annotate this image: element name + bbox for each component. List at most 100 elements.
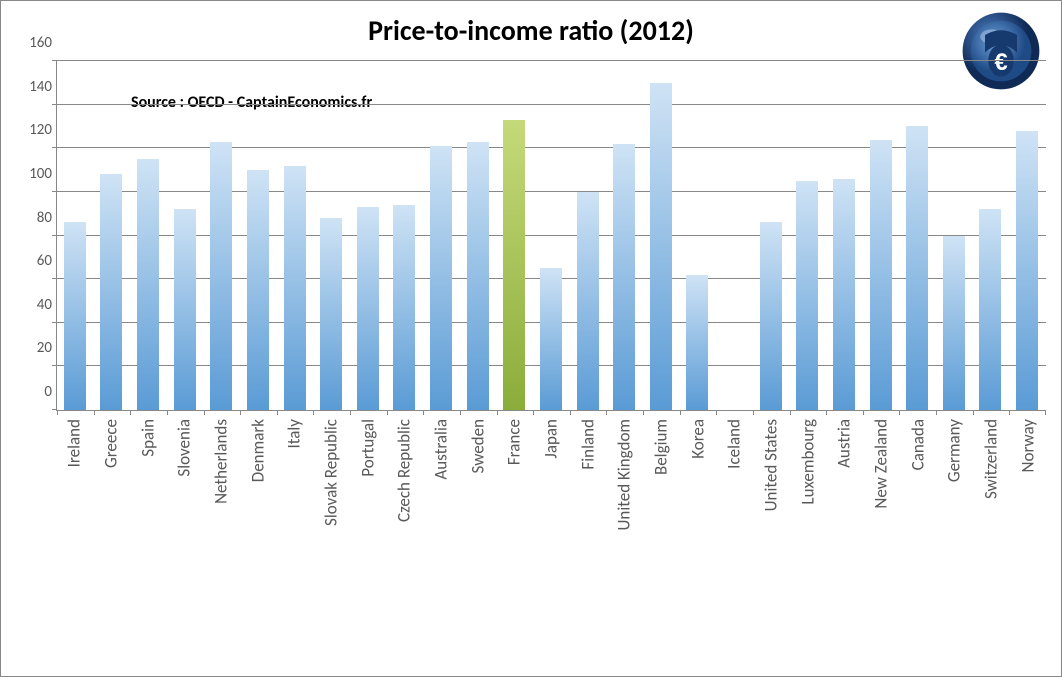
- bar: [870, 140, 892, 410]
- x-axis-label: Netherlands: [211, 419, 232, 504]
- x-label-slot: United States: [753, 411, 790, 651]
- bar: [284, 166, 306, 410]
- chart-title: Price-to-income ratio (2012): [1, 13, 1061, 48]
- bar-slot: [94, 61, 131, 410]
- bar-slot: [863, 61, 900, 410]
- bar: [906, 126, 928, 410]
- y-tick-label: 20: [17, 339, 52, 357]
- y-tick-label: 100: [17, 165, 52, 183]
- bar: [137, 159, 159, 410]
- x-label-slot: Sweden: [459, 411, 496, 651]
- bar-slot: [533, 61, 570, 410]
- x-label-slot: Slovak Republic: [313, 411, 350, 651]
- x-label-slot: Luxembourg: [789, 411, 826, 651]
- x-label-slot: Czech Republic: [386, 411, 423, 651]
- bar: [577, 192, 599, 410]
- bar: [357, 207, 379, 410]
- bar: [686, 275, 708, 410]
- x-label-slot: Portugal: [349, 411, 386, 651]
- x-axis-label: United Kingdom: [614, 419, 635, 530]
- bars-group: [57, 61, 1046, 410]
- x-label-slot: Slovenia: [166, 411, 203, 651]
- x-label-slot: Germany: [936, 411, 973, 651]
- x-label-slot: Korea: [679, 411, 716, 651]
- x-axis-label: Canada: [907, 419, 928, 470]
- x-axis-label: United States: [761, 419, 782, 511]
- bar: [467, 142, 489, 410]
- bar-slot: [313, 61, 350, 410]
- y-tick-label: 120: [17, 121, 52, 139]
- bar-slot: [277, 61, 314, 410]
- bar: [393, 205, 415, 410]
- x-label-slot: Spain: [129, 411, 166, 651]
- bar-slot: [167, 61, 204, 410]
- y-tick-label: 160: [17, 34, 52, 52]
- y-tick-label: 140: [17, 78, 52, 96]
- x-label-slot: Switzerland: [973, 411, 1010, 651]
- bar-slot: [826, 61, 863, 410]
- bar-slot: [899, 61, 936, 410]
- plot-area: 020406080100120140160: [56, 61, 1046, 411]
- bar-slot: [716, 61, 753, 410]
- bar: [174, 209, 196, 410]
- x-label-slot: Greece: [93, 411, 130, 651]
- x-label-slot: Austria: [826, 411, 863, 651]
- x-axis-label: Portugal: [357, 419, 378, 477]
- x-axis-label: Spain: [137, 419, 158, 457]
- x-label-slot: Italy: [276, 411, 313, 651]
- bar: [540, 268, 562, 410]
- x-label-slot: Denmark: [239, 411, 276, 651]
- x-axis-label: Italy: [284, 419, 305, 449]
- x-label-slot: Finland: [569, 411, 606, 651]
- bar: [1016, 131, 1038, 410]
- bar-slot: [1009, 61, 1046, 410]
- x-axis-label: Denmark: [247, 419, 268, 482]
- bar: [796, 181, 818, 410]
- x-axis-label: France: [504, 419, 525, 465]
- x-axis-label: Finland: [577, 419, 598, 470]
- y-tick-label: 40: [17, 296, 52, 314]
- x-label-slot: Ireland: [56, 411, 93, 651]
- bar-slot: [387, 61, 424, 410]
- x-label-slot: Iceland: [716, 411, 753, 651]
- x-label-slot: Canada: [899, 411, 936, 651]
- x-axis-label: Australia: [431, 419, 452, 480]
- bar: [979, 209, 1001, 410]
- x-label-slot: Norway: [1009, 411, 1046, 651]
- x-axis-label: Slovak Republic: [321, 419, 342, 526]
- bar-highlight: [503, 120, 525, 410]
- bar-slot: [753, 61, 790, 410]
- bar-slot: [57, 61, 94, 410]
- bar: [943, 236, 965, 411]
- bar-slot: [130, 61, 167, 410]
- x-axis-label: Czech Republic: [394, 419, 415, 522]
- bar: [650, 83, 672, 410]
- x-axis-label: Ireland: [64, 419, 85, 467]
- x-axis-label: Sweden: [467, 419, 488, 473]
- x-axis-label: New Zealand: [871, 419, 892, 509]
- x-label-slot: Japan: [533, 411, 570, 651]
- x-axis-label: Germany: [944, 419, 965, 482]
- bar-slot: [606, 61, 643, 410]
- bar: [100, 174, 122, 410]
- x-axis-label: Iceland: [724, 419, 745, 469]
- x-label-slot: New Zealand: [863, 411, 900, 651]
- bar-slot: [973, 61, 1010, 410]
- bar: [613, 144, 635, 410]
- bar-slot: [680, 61, 717, 410]
- bar-slot: [497, 61, 534, 410]
- x-axis-label: Austria: [834, 419, 855, 468]
- x-axis-label: Korea: [687, 419, 708, 459]
- x-axis-label: Belgium: [651, 419, 672, 475]
- bar: [430, 146, 452, 410]
- x-axis-label: Luxembourg: [797, 419, 818, 505]
- bar-slot: [936, 61, 973, 410]
- bar: [247, 170, 269, 410]
- bar-slot: [350, 61, 387, 410]
- bar: [64, 222, 86, 410]
- bar-slot: [643, 61, 680, 410]
- x-label-slot: Belgium: [643, 411, 680, 651]
- y-tick-label: 0: [17, 383, 52, 401]
- x-label-slot: Netherlands: [203, 411, 240, 651]
- x-axis-label: Norway: [1017, 419, 1038, 472]
